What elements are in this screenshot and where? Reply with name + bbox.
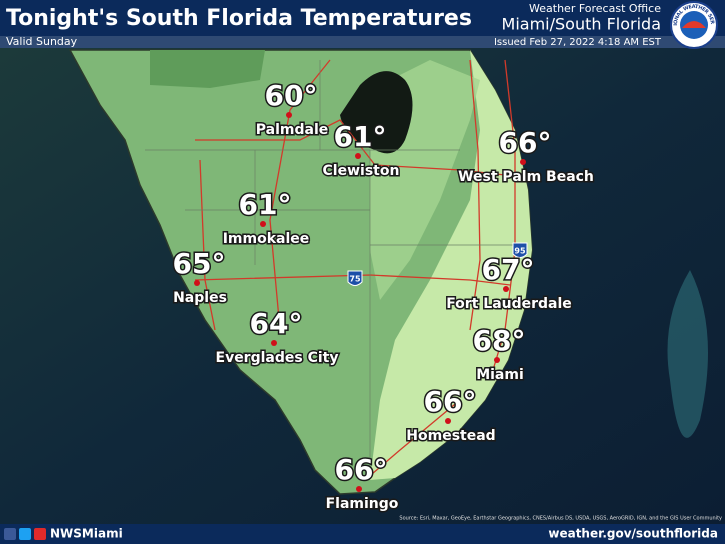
county-lines	[145, 60, 525, 470]
interstate-shield	[347, 270, 363, 286]
valid-bar	[0, 36, 725, 48]
logo-mark	[682, 21, 706, 28]
footer-bar	[0, 524, 725, 544]
office: Weather Forecast Office	[529, 2, 661, 15]
temperature: 64°	[250, 307, 303, 340]
city-dot	[356, 486, 362, 492]
road	[199, 159, 216, 331]
city-name: Miami	[476, 367, 524, 383]
temperature: 61°	[334, 120, 387, 153]
city-name: West Palm Beach	[458, 169, 594, 185]
warm-zone	[370, 50, 532, 480]
road	[195, 119, 506, 176]
highway-shields: 75 95	[347, 242, 528, 286]
website: weather.gov/southflorida	[548, 527, 718, 541]
youtube-icon[interactable]	[34, 528, 46, 540]
city-dot	[445, 418, 451, 424]
road	[269, 59, 331, 331]
city-dot	[271, 340, 277, 346]
city-dot	[194, 280, 200, 286]
social-handle: NWSMiami	[50, 527, 123, 541]
city-name: Fort Lauderdale	[446, 296, 572, 312]
temperature: 66°	[424, 385, 477, 418]
city-name: Flamingo	[326, 496, 399, 512]
road	[469, 59, 481, 331]
facebook-icon[interactable]	[4, 528, 16, 540]
temperature: 65°	[173, 247, 226, 280]
city-dot	[520, 159, 526, 165]
road	[364, 399, 461, 481]
interstate-shield	[512, 242, 528, 258]
city-dot	[355, 153, 361, 159]
city-dot	[286, 112, 292, 118]
temperature: 66°	[499, 126, 552, 159]
cool-zone	[150, 50, 265, 88]
title: Tonight's South Florida Temperatures	[6, 6, 472, 31]
temperature: 68°	[473, 324, 526, 357]
city-dot	[494, 357, 500, 363]
road	[194, 274, 511, 286]
city-name: Naples	[173, 290, 227, 306]
temperature: 66°	[335, 453, 388, 486]
city-name: Homestead	[406, 428, 495, 444]
cities: 60° Palmdale 61° Clewiston 66° West Palm Beac…	[171, 78, 595, 514]
city-name: Everglades City	[216, 350, 339, 366]
city-dot	[503, 286, 509, 292]
city-name: Palmdale	[256, 122, 328, 138]
city-name: Immokalee	[223, 231, 310, 247]
highway-number: 95	[514, 247, 526, 256]
bahamas-shelf	[667, 270, 708, 438]
highway-number: 75	[349, 275, 361, 284]
temperature: 60°	[265, 79, 318, 112]
valid-time: Valid Sunday	[6, 35, 78, 48]
temperature: 67°	[482, 253, 535, 286]
county-line	[145, 60, 525, 470]
issued: Issued Feb 27, 2022 4:18 AM EST	[494, 37, 662, 48]
city-dot	[260, 221, 266, 227]
lake-okeechobee	[340, 71, 413, 154]
attribution: Source: Esri, Maxar, GeoEye, Earthstar G…	[399, 516, 722, 522]
header-bar	[0, 0, 725, 36]
roads	[194, 59, 516, 481]
city-name: Clewiston	[323, 163, 400, 179]
twitter-icon[interactable]	[19, 528, 31, 540]
location: Miami/South Florida	[502, 15, 661, 34]
temperature: 61°	[239, 188, 292, 221]
